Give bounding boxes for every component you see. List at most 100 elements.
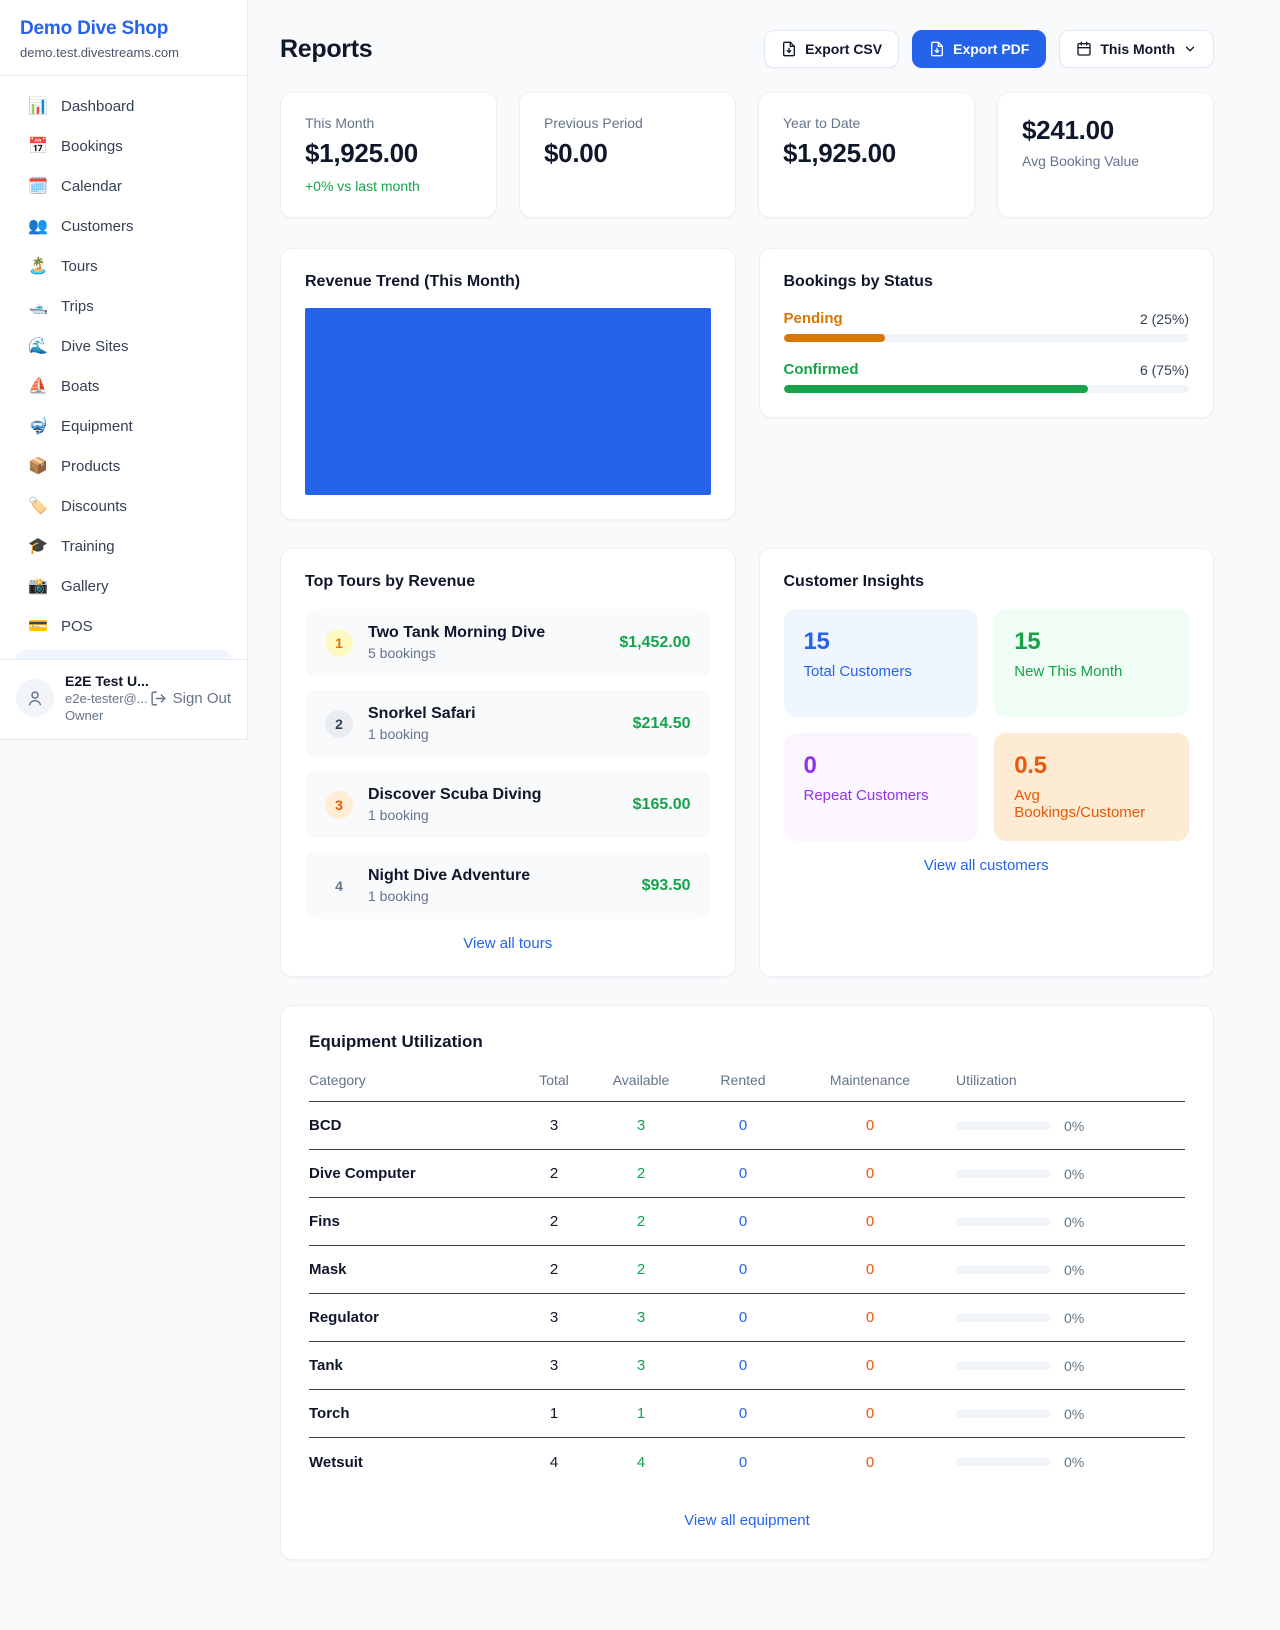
- cell-total: 3: [549, 1117, 559, 1134]
- sidebar-item-customers[interactable]: 👥 Customers: [16, 210, 231, 243]
- cell-utilization: 0%: [939, 1118, 1185, 1134]
- table-row: Tank 3 3 0 0 0%: [309, 1342, 1185, 1390]
- col-total: Total: [539, 1072, 569, 1088]
- tour-row: 3 Discover Scuba Diving 1 booking $165.0…: [305, 771, 711, 838]
- status-row: Confirmed 6 (75%): [783, 361, 1189, 393]
- tour-list: 1 Two Tank Morning Dive 5 bookings $1,45…: [305, 609, 711, 919]
- utilization-percent: 0%: [1064, 1165, 1085, 1182]
- revenue-trend-card: Revenue Trend (This Month): [280, 248, 736, 520]
- cell-category: Tank: [309, 1357, 343, 1374]
- sidebar-item-dashboard[interactable]: 📊 Dashboard: [16, 90, 231, 123]
- nav-item-icon: 👥: [28, 217, 48, 235]
- nav-item-label: Gallery: [61, 578, 109, 595]
- utilization-bar: [956, 1409, 1051, 1418]
- cell-available: 2: [636, 1261, 646, 1278]
- sidebar-item-training[interactable]: 🎓 Training: [16, 530, 231, 563]
- user-box: E2E Test U... e2e-tester@... Owner Sign …: [0, 659, 247, 739]
- utilization-percent: 0%: [1064, 1309, 1085, 1326]
- view-all-equipment-link[interactable]: View all equipment: [684, 1512, 810, 1529]
- tour-bookings: 1 booking: [368, 888, 429, 904]
- rank-badge: 4: [335, 877, 343, 894]
- mid-row: Top Tours by Revenue 1 Two Tank Morning …: [280, 548, 1214, 977]
- utilization-bar: [956, 1313, 1051, 1322]
- col-category: Category: [309, 1072, 366, 1088]
- tour-info: Night Dive Adventure 1 booking: [368, 867, 530, 904]
- equipment-utilization-card: Equipment Utilization Category Total Ava…: [280, 1005, 1214, 1560]
- cell-category: BCD: [309, 1117, 342, 1134]
- insight-label: Total Customers: [803, 663, 912, 680]
- insight-label: Avg Bookings/Customer: [1014, 787, 1146, 821]
- sidebar-item-gallery[interactable]: 📸 Gallery: [16, 570, 231, 603]
- sidebar-item-products[interactable]: 📦 Products: [16, 450, 231, 483]
- sidebar-item-calendar[interactable]: 🗓️ Calendar: [16, 170, 231, 203]
- bookings-by-status-card: Bookings by Status Pending 2 (25%) Confi…: [758, 248, 1214, 418]
- export-csv-button[interactable]: Export CSV: [764, 30, 900, 68]
- nav-item-icon: 📦: [28, 457, 48, 475]
- cell-rented: 0: [738, 1213, 748, 1230]
- sign-out-button[interactable]: Sign Out: [150, 690, 231, 707]
- sidebar: Demo Dive Shop demo.test.divestreams.com…: [0, 0, 248, 740]
- customer-insights-card: Customer Insights 15 Total Customers 15 …: [758, 548, 1214, 977]
- sidebar-item-dive-sites[interactable]: 🌊 Dive Sites: [16, 330, 231, 363]
- sidebar-item-tours[interactable]: 🏝️ Tours: [16, 250, 231, 283]
- table-row: Torch 1 1 0 0 0%: [309, 1390, 1185, 1438]
- customer-insights-title: Customer Insights: [783, 573, 924, 590]
- user-role: Owner: [65, 708, 104, 723]
- tour-row: 2 Snorkel Safari 1 booking $214.50: [305, 690, 711, 757]
- stat-value: $1,925.00: [305, 138, 418, 168]
- period-label: This Month: [1100, 41, 1175, 57]
- sidebar-item-trips[interactable]: 🛥️ Trips: [16, 290, 231, 323]
- cell-maintenance: 0: [865, 1261, 875, 1278]
- cell-category: Regulator: [309, 1309, 380, 1326]
- cell-rented: 0: [738, 1309, 748, 1326]
- cell-available: 1: [636, 1405, 646, 1422]
- sidebar-item-discounts[interactable]: 🏷️ Discounts: [16, 490, 231, 523]
- sidebar-item-boats[interactable]: ⛵ Boats: [16, 370, 231, 403]
- stat-delta: +0% vs last month: [305, 178, 420, 194]
- tour-row: 4 Night Dive Adventure 1 booking $93.50: [305, 852, 711, 919]
- revenue-trend-chart: [305, 308, 711, 495]
- cell-available: 3: [636, 1117, 646, 1134]
- sign-out-label: Sign Out: [172, 689, 231, 707]
- nav-item-icon: 📊: [28, 97, 48, 115]
- stat-card-this-month: This Month $1,925.00 +0% vs last month: [280, 92, 497, 218]
- cell-maintenance: 0: [865, 1117, 875, 1134]
- cell-maintenance: 0: [865, 1405, 875, 1422]
- insight-tile: 0 Repeat Customers: [783, 733, 979, 841]
- revenue-trend-title: Revenue Trend (This Month): [305, 273, 521, 290]
- insight-label: New This Month: [1014, 663, 1123, 680]
- nav-item-icon: 📅: [28, 137, 48, 155]
- nav-item-label: Dashboard: [61, 98, 135, 115]
- status-name: Pending: [783, 310, 843, 327]
- tour-bookings: 5 bookings: [368, 645, 436, 661]
- insight-value: 0.5: [1014, 752, 1047, 779]
- chevron-down-icon: [1185, 46, 1195, 52]
- sidebar-item-bookings[interactable]: 📅 Bookings: [16, 130, 231, 163]
- cell-utilization: 0%: [939, 1262, 1185, 1278]
- nav-item-icon: 🗓️: [28, 177, 48, 195]
- utilization-bar: [956, 1265, 1051, 1274]
- utilization-bar: [956, 1361, 1051, 1370]
- stat-value: $241.00: [1022, 115, 1114, 145]
- view-all-tours-link[interactable]: View all tours: [463, 935, 553, 952]
- export-pdf-button[interactable]: Export PDF: [912, 30, 1047, 68]
- export-csv-label: Export CSV: [805, 41, 883, 57]
- sidebar-item-pos[interactable]: 💳 POS: [16, 610, 231, 643]
- cell-category: Wetsuit: [309, 1453, 363, 1471]
- view-all-customers-link[interactable]: View all customers: [923, 857, 1049, 874]
- insight-value: 15: [1014, 628, 1041, 655]
- tour-amount: $1,452.00: [619, 633, 691, 651]
- sidebar-item-equipment[interactable]: 🤿 Equipment: [16, 410, 231, 443]
- brand-name[interactable]: Demo Dive Shop: [20, 18, 169, 39]
- period-dropdown[interactable]: This Month: [1059, 30, 1214, 68]
- main-content: Reports Export CSV Export PDF This Month: [248, 0, 1280, 1630]
- cell-maintenance: 0: [865, 1165, 875, 1182]
- status-bar-fill: [783, 385, 1088, 393]
- nav-item-label: Dive Sites: [61, 338, 129, 355]
- cell-total: 3: [549, 1309, 559, 1326]
- brand-box: Demo Dive Shop demo.test.divestreams.com: [0, 0, 247, 76]
- status-bar-fill: [783, 334, 885, 342]
- equipment-table: Category Total Available Rented Maintena…: [309, 1072, 1185, 1486]
- col-maintenance: Maintenance: [829, 1072, 911, 1088]
- utilization-percent: 0%: [1064, 1357, 1085, 1374]
